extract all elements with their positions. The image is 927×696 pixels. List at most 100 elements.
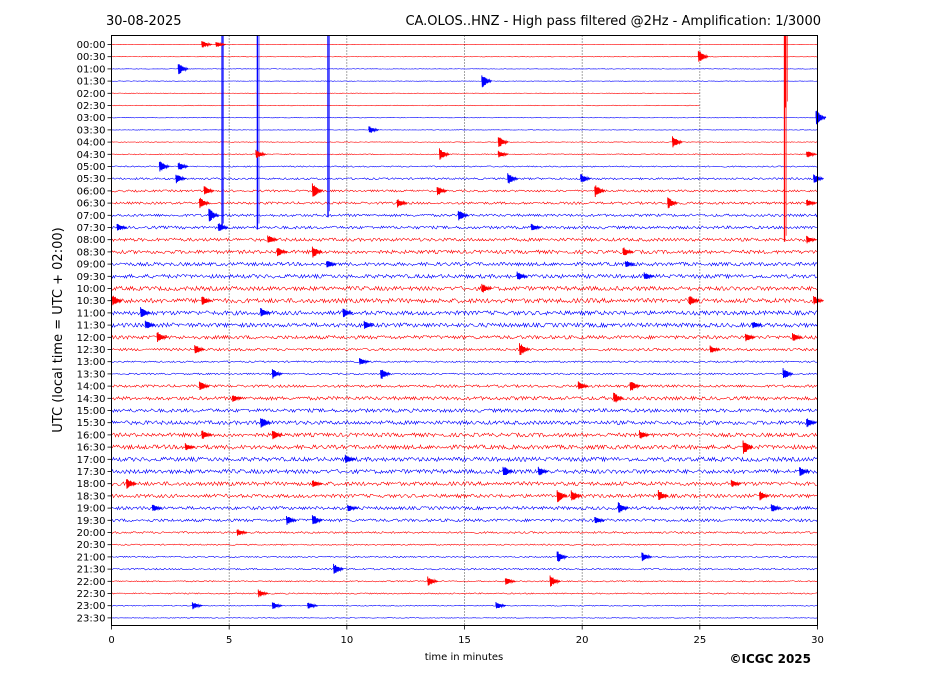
- ytick-label-1000: 10:00: [77, 284, 106, 295]
- ytick-label-1300: 13:00: [77, 357, 106, 368]
- ytick-label-0500: 05:00: [77, 162, 106, 173]
- x-axis-ticks: 0 5 10 15 20 25 30: [108, 625, 824, 646]
- ytick-label-0530: 05:30: [77, 174, 106, 185]
- event-mark: [311, 515, 323, 525]
- event-mark: [156, 332, 168, 342]
- event-mark: [311, 480, 323, 487]
- xtick-label-15: 15: [458, 635, 471, 646]
- ytick-label-0300: 03:00: [77, 113, 106, 124]
- event-mark: [629, 382, 641, 391]
- event-mark: [271, 369, 283, 379]
- ytick-label-0930: 09:30: [77, 272, 106, 283]
- event-mark: [641, 552, 653, 562]
- event-mark: [806, 418, 817, 428]
- event-mark: [236, 529, 248, 536]
- ytick-label-2300: 23:00: [77, 601, 106, 612]
- ytick-label-0130: 01:30: [77, 77, 106, 88]
- event-mark: [326, 261, 337, 268]
- event-mark: [622, 247, 634, 256]
- ytick-label-2330: 23:30: [77, 613, 106, 624]
- event-mark: [577, 381, 589, 390]
- ytick-label-0000: 00:00: [77, 40, 106, 51]
- event-mark: [507, 173, 518, 184]
- event-mark: [215, 41, 227, 47]
- event-mark: [311, 246, 323, 258]
- event-mark: [519, 343, 530, 355]
- trace-row-0800: [111, 237, 818, 243]
- event-mark: [151, 504, 163, 511]
- ytick-label-1400: 14:00: [77, 382, 106, 393]
- trace-row-1830: [111, 493, 818, 499]
- large-transients: [221, 35, 788, 242]
- trace-row-1930: [111, 518, 818, 523]
- ytick-label-0200: 02:00: [77, 89, 106, 100]
- trace-row-2330: [111, 617, 818, 619]
- trace-row-0500: [111, 165, 818, 168]
- event-mark: [799, 467, 810, 476]
- trace-row-2230: [111, 592, 818, 595]
- event-mark: [504, 578, 516, 585]
- trace-row-1030: [111, 297, 818, 304]
- trace-row-2200: [111, 580, 818, 583]
- event-mark: [570, 490, 582, 501]
- trace-row-1200: [111, 334, 818, 340]
- event-mark: [759, 491, 770, 501]
- ytick-label-0700: 07:00: [77, 211, 106, 222]
- trace-row-0530: [111, 177, 818, 181]
- event-mark: [744, 333, 756, 342]
- trace-row-0830: [111, 249, 818, 255]
- event-mark: [639, 430, 650, 439]
- event-mark: [688, 296, 700, 305]
- trace-row-1630: [111, 444, 818, 451]
- trace-row-0600: [111, 189, 818, 193]
- seismic-traces: [111, 43, 818, 619]
- event-mark: [191, 602, 203, 610]
- event-mark: [342, 308, 354, 318]
- event-mark: [792, 333, 803, 341]
- seismic-events: [111, 41, 827, 610]
- trace-row-1100: [111, 309, 818, 316]
- event-mark: [617, 502, 629, 513]
- ytick-label-0800: 08:00: [77, 235, 106, 246]
- event-mark: [497, 137, 509, 147]
- ytick-label-2000: 20:00: [77, 528, 106, 539]
- event-mark: [613, 392, 624, 403]
- time-gridlines: [228, 35, 701, 626]
- event-mark: [481, 283, 493, 293]
- trace-row-1300: [111, 360, 818, 364]
- ytick-label-1500: 15:00: [77, 406, 106, 417]
- ytick-label-0400: 04:00: [77, 138, 106, 149]
- event-mark: [396, 199, 408, 208]
- event-mark: [502, 466, 514, 476]
- event-mark: [217, 223, 229, 231]
- event-mark: [231, 395, 243, 402]
- event-mark: [580, 174, 591, 182]
- xtick-label-0: 0: [108, 635, 114, 646]
- ytick-label-0900: 09:00: [77, 260, 106, 271]
- event-mark: [742, 440, 754, 454]
- event-mark: [177, 64, 189, 75]
- event-mark: [333, 563, 344, 574]
- event-mark: [311, 183, 323, 197]
- event-mark: [624, 261, 636, 267]
- event-mark: [806, 235, 817, 244]
- event-mark: [257, 589, 269, 598]
- event-mark: [782, 368, 794, 379]
- trace-row-1700: [111, 456, 818, 463]
- event-mark: [175, 174, 187, 184]
- ytick-label-2230: 22:30: [77, 589, 106, 600]
- trace-row-2030: [111, 543, 818, 546]
- event-mark: [556, 551, 568, 562]
- trace-row-1530: [111, 419, 818, 426]
- trace-row-1730: [111, 468, 818, 475]
- event-mark: [697, 50, 709, 62]
- trace-row-0230: [111, 104, 700, 107]
- ytick-label-1130: 11:30: [77, 321, 106, 332]
- ytick-label-1030: 10:30: [77, 296, 106, 307]
- event-mark: [594, 517, 605, 524]
- trace-row-1430: [111, 395, 818, 402]
- event-mark: [363, 320, 375, 329]
- ytick-label-0330: 03:30: [77, 125, 106, 136]
